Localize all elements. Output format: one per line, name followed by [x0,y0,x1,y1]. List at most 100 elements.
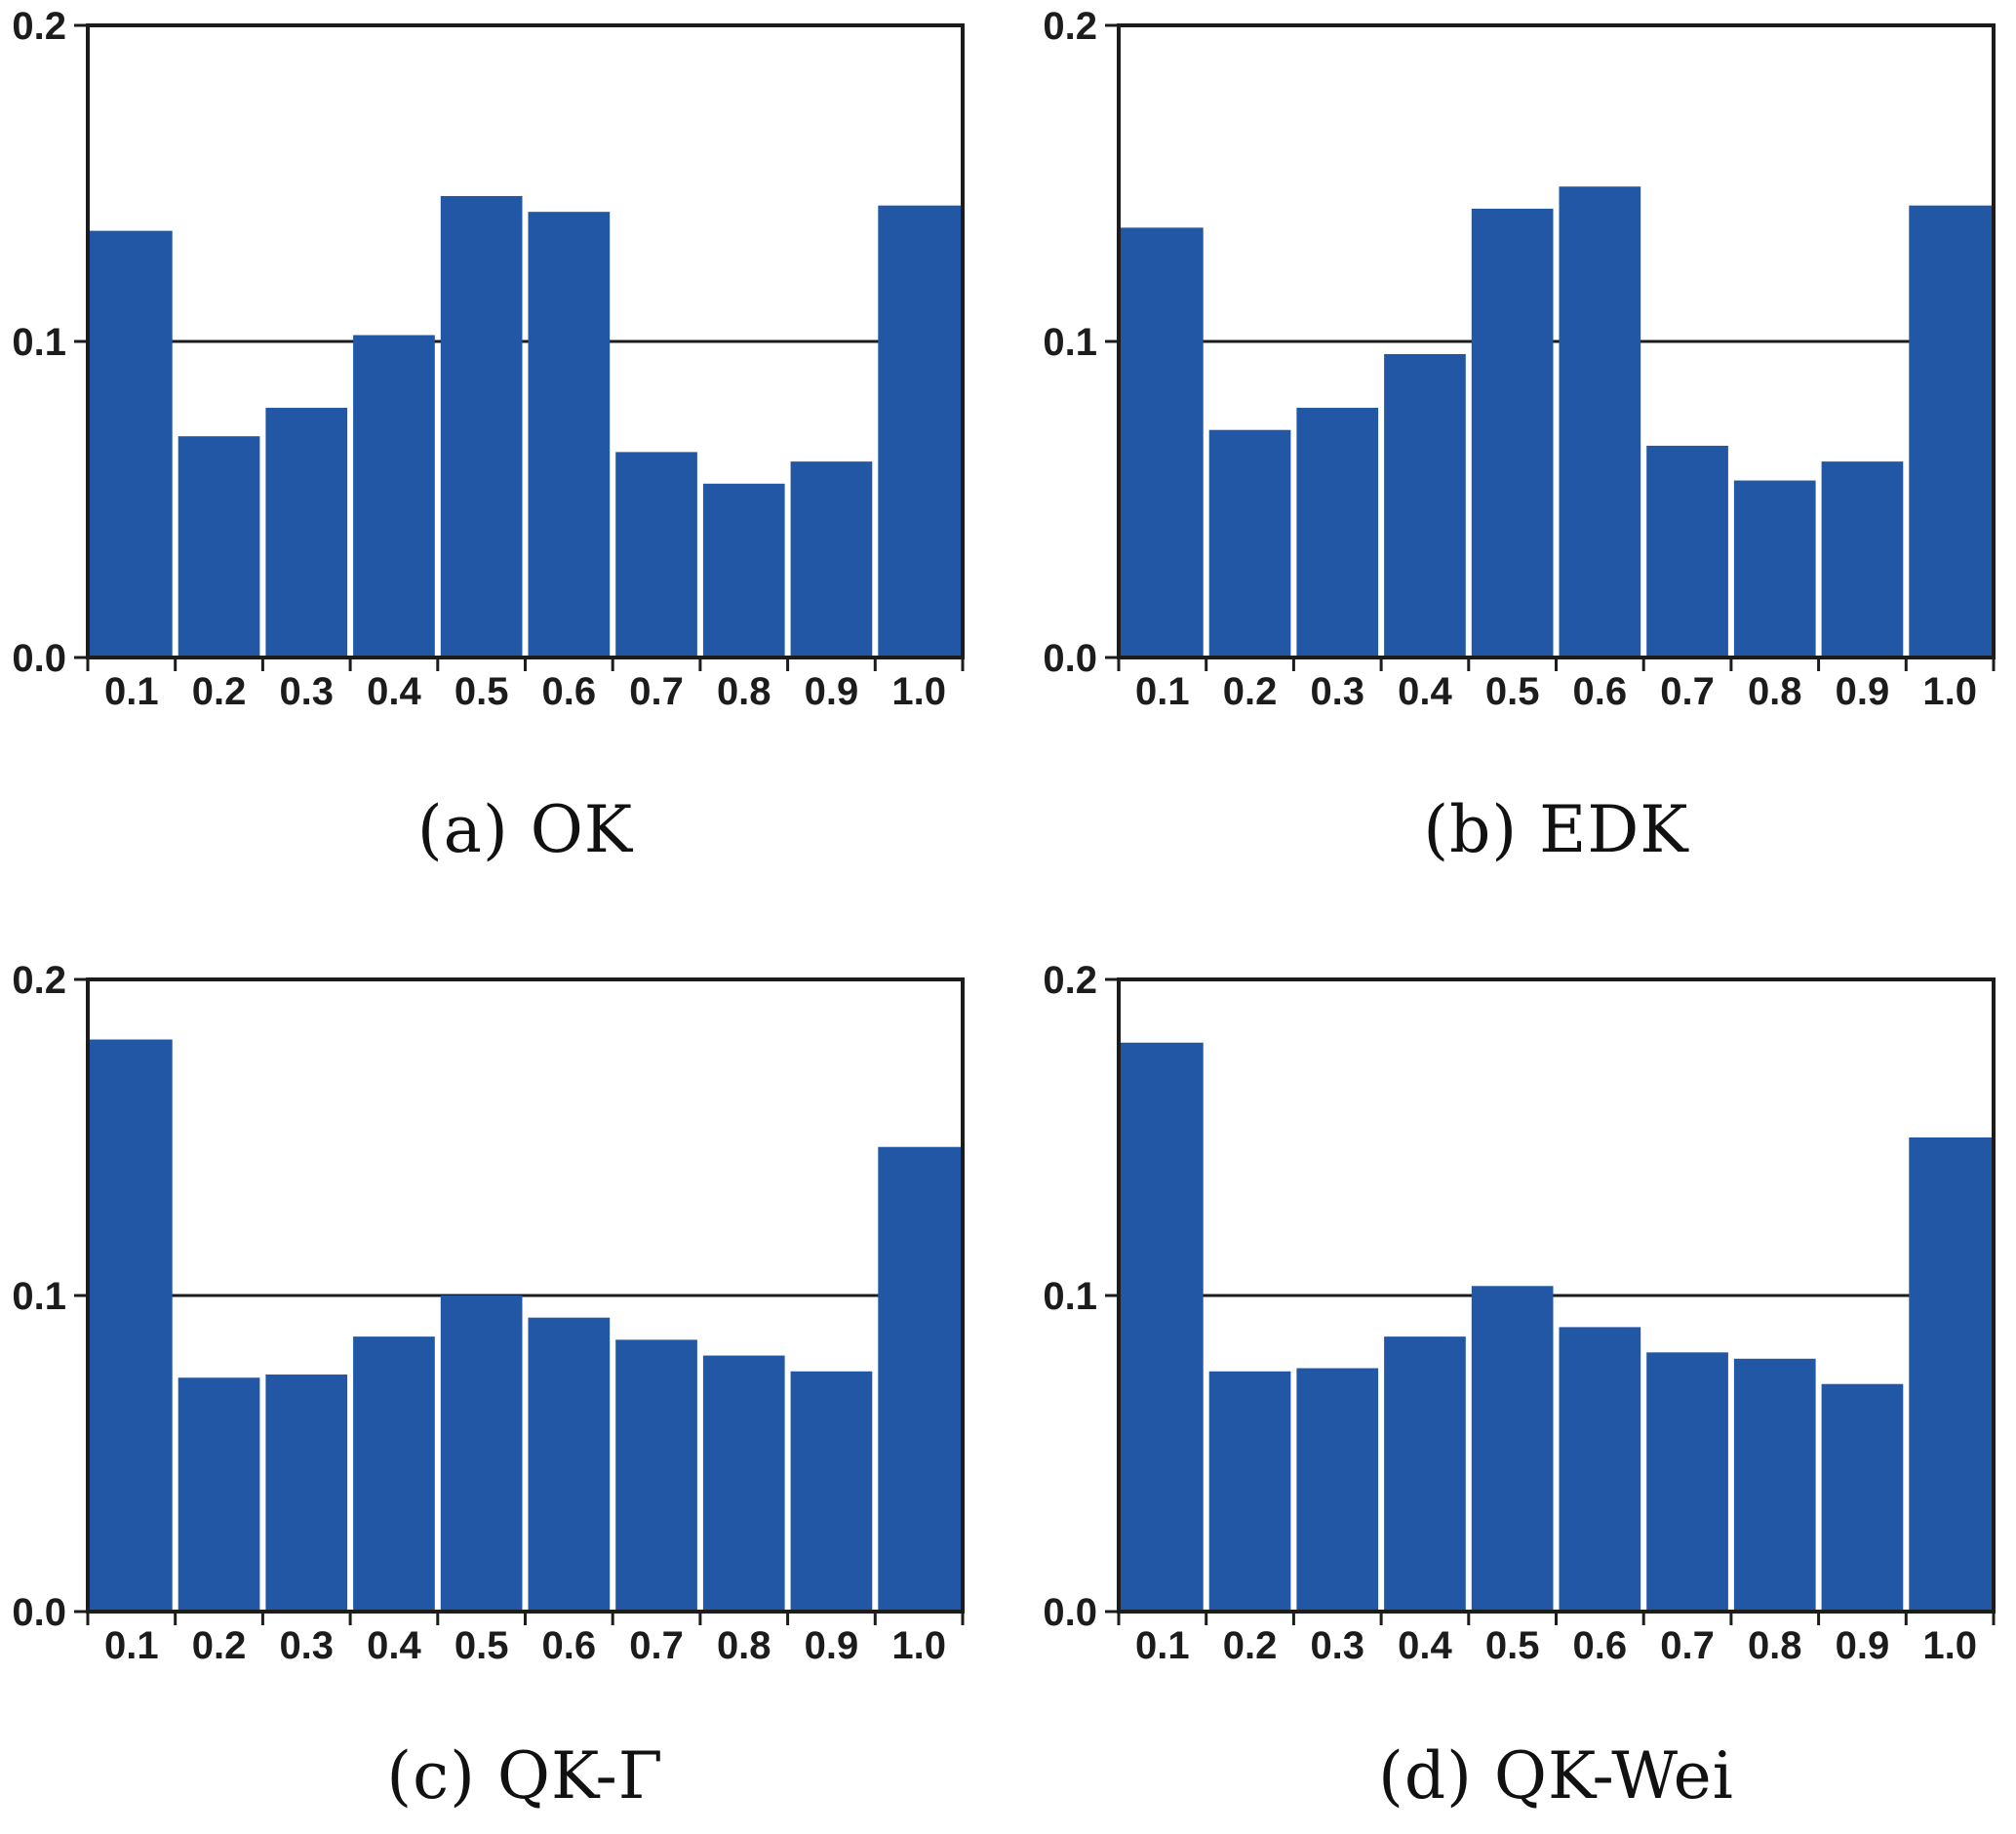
histogram-bar-0.9 [790,1371,873,1612]
x-tick-label: 1.0 [891,670,946,713]
histogram-bar-1.0 [878,205,963,658]
histogram-bar-0.2 [1208,429,1291,658]
x-tick-label: 0.9 [1836,670,1890,713]
histogram-bar-0.4 [353,1336,435,1612]
x-tick-label: 0.2 [192,670,247,713]
chart-caption-a: (a) OK [416,791,634,867]
histogram-bar-0.6 [1559,186,1641,658]
histogram-panel-b: 0.0 0.1 0.2 0.1 0.2 0.3 0.4 0.5 0.6 0.7 0.8 0.9 1.0 [1043,5,1996,713]
x-tick-label: 0.6 [1573,670,1628,713]
histogram-bar-0.8 [1733,480,1816,658]
x-tick-label: 0.8 [717,670,771,713]
x-tick-label: 0.4 [367,1624,421,1667]
histogram-bar-1.0 [878,1146,963,1612]
histogram-bar-0.6 [528,212,611,658]
histogram-bar-0.2 [178,436,260,658]
histogram-bar-0.4 [1384,1336,1466,1612]
x-tick-label: 1.0 [1922,1624,1977,1667]
histogram-bar-0.3 [1296,408,1379,658]
y-tick-label: 0.0 [1043,1591,1097,1634]
y-tick-label: 0.2 [1043,959,1097,1002]
x-tick-label: 0.1 [104,670,159,713]
histogram-bar-0.9 [790,461,873,658]
histogram-bar-0.5 [440,1296,523,1612]
histogram-bar-1.0 [1909,1137,1994,1612]
histogram-bar-0.4 [1384,353,1466,658]
y-tick-label: 0.2 [12,959,66,1002]
chart-caption-d: (d) QK-Wei [1378,1737,1734,1814]
histogram-bar-0.1 [1119,227,1204,658]
x-tick-label: 0.1 [1135,1624,1190,1667]
histogram-bar-1.0 [1909,205,1994,658]
x-tick-label: 0.4 [1398,1624,1452,1667]
x-tick-label: 0.7 [629,1624,684,1667]
x-tick-label: 0.9 [805,1624,859,1667]
histogram-panel-a: 0.0 0.1 0.2 0.1 0.2 0.3 0.4 0.5 0.6 0.7 0.8 0.9 1.0 [12,5,965,713]
x-tick-label: 1.0 [1922,670,1977,713]
histogram-bar-0.5 [1471,1286,1554,1612]
x-tick-label: 0.2 [192,1624,247,1667]
y-tick-label: 0.0 [12,1591,66,1634]
histogram-bar-0.4 [353,335,435,658]
x-tick-label: 0.9 [805,670,859,713]
x-tick-label: 0.2 [1223,1624,1278,1667]
histogram-bar-0.8 [702,1355,785,1612]
x-tick-label: 0.6 [542,670,597,713]
histogram-panel-c: 0.0 0.1 0.2 0.1 0.2 0.3 0.4 0.5 0.6 0.7 0.8 0.9 1.0 [12,959,965,1667]
histogram-bar-0.3 [265,408,348,658]
histogram-bar-0.1 [1119,1042,1204,1612]
x-tick-label: 0.3 [1310,670,1364,713]
histogram-bar-0.8 [1733,1358,1816,1612]
histogram-bar-0.1 [88,230,173,658]
x-tick-label: 0.4 [367,670,421,713]
y-tick-label: 0.0 [12,637,66,680]
x-tick-label: 0.7 [1660,1624,1715,1667]
x-tick-label: 0.3 [279,1624,334,1667]
histogram-bar-0.9 [1821,1383,1904,1612]
histogram-bar-0.7 [615,452,697,658]
histogram-bar-0.5 [1471,208,1554,658]
chart-caption-c: (c) QK-Γ [386,1737,664,1814]
x-tick-label: 0.7 [629,670,684,713]
y-tick-label: 0.2 [1043,5,1097,48]
histogram-bar-0.2 [1208,1371,1291,1612]
x-tick-label: 0.5 [455,1624,509,1667]
histogram-bar-0.6 [528,1317,611,1612]
y-tick-label: 0.0 [1043,637,1097,680]
x-tick-label: 0.8 [717,1624,771,1667]
x-tick-label: 1.0 [891,1624,946,1667]
x-tick-label: 0.6 [1573,1624,1628,1667]
x-tick-label: 0.4 [1398,670,1452,713]
x-tick-label: 0.3 [279,670,334,713]
x-tick-label: 0.8 [1748,670,1802,713]
histogram-bar-0.2 [178,1377,260,1612]
x-tick-label: 0.2 [1223,670,1278,713]
x-tick-label: 0.9 [1836,1624,1890,1667]
chart-caption-b: (b) EDK [1423,791,1689,867]
y-tick-label: 0.1 [1043,1275,1097,1318]
x-tick-label: 0.6 [542,1624,597,1667]
histogram-bar-0.9 [1821,461,1904,658]
x-tick-label: 0.3 [1310,1624,1364,1667]
histogram-bar-0.8 [702,483,785,658]
histogram-bar-0.3 [1296,1368,1379,1612]
histogram-panel-d: 0.0 0.1 0.2 0.1 0.2 0.3 0.4 0.5 0.6 0.7 0.8 0.9 1.0 [1043,959,1996,1667]
x-tick-label: 0.8 [1748,1624,1802,1667]
histogram-bar-0.7 [1646,1352,1728,1612]
y-tick-label: 0.2 [12,5,66,48]
x-tick-label: 0.5 [455,670,509,713]
histogram-bar-0.5 [440,195,523,658]
y-tick-label: 0.1 [1043,321,1097,364]
x-tick-label: 0.1 [1135,670,1190,713]
x-tick-label: 0.5 [1485,670,1540,713]
x-tick-label: 0.5 [1485,1624,1540,1667]
x-tick-label: 0.1 [104,1624,159,1667]
x-tick-label: 0.7 [1660,670,1715,713]
y-tick-label: 0.1 [12,321,66,364]
histogram-bar-0.3 [265,1375,348,1612]
histogram-bar-0.6 [1559,1327,1641,1612]
histogram-bar-0.7 [615,1339,697,1612]
histogram-bar-0.7 [1646,445,1728,658]
y-tick-label: 0.1 [12,1275,66,1318]
